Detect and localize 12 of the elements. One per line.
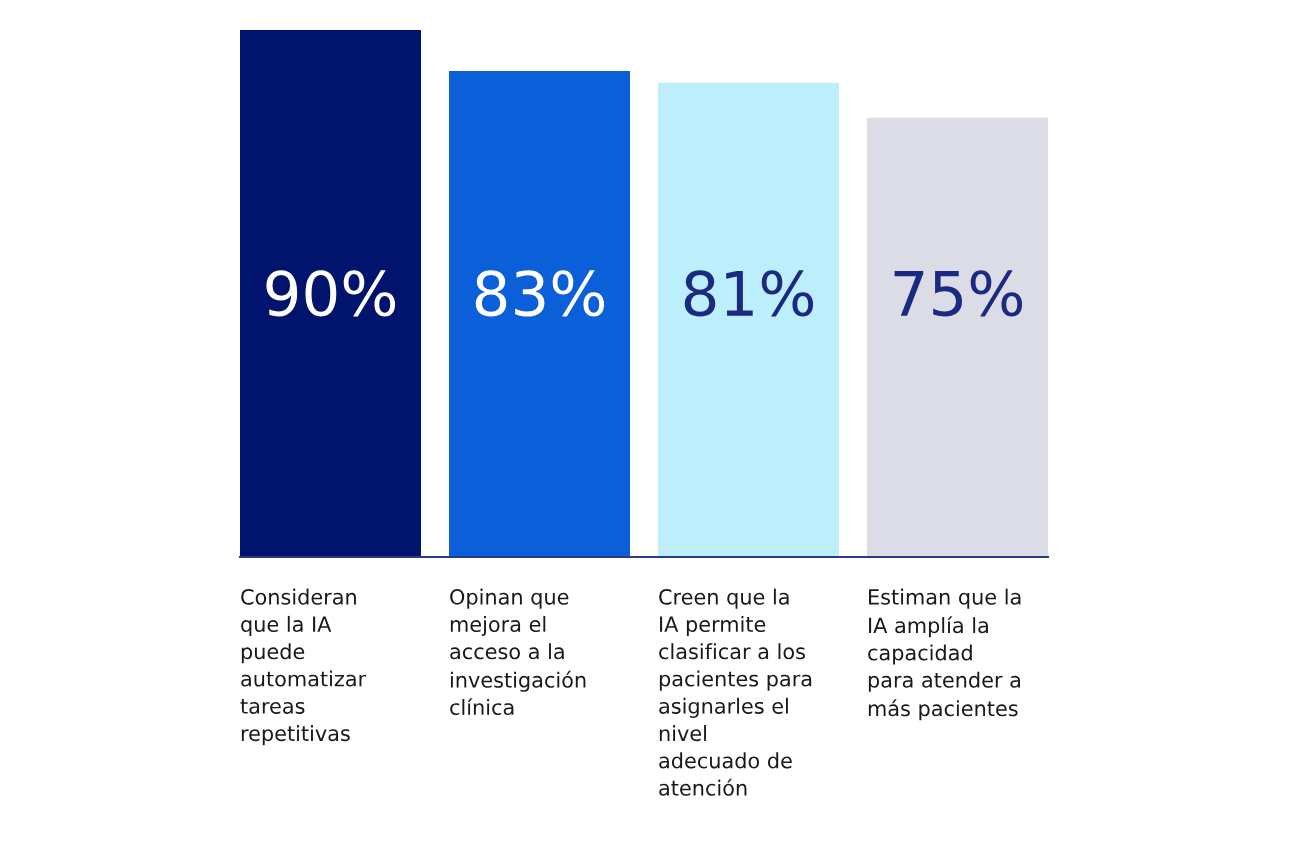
bar [240, 30, 421, 557]
bar [867, 117, 1048, 557]
x-tick-label: Consideran que la IA puede automatizar tareas repetitivas [240, 588, 367, 746]
x-tick-label: Creen que la IA permite clasificar a los pacientes para asignarles el nivel adecuado de atención [659, 588, 812, 796]
x-tick-label: Estiman que la IA amplía la capacidad para atender a más pacientes [868, 588, 1021, 721]
data-label: 90% [266, 270, 396, 317]
data-label: 83% [475, 270, 605, 317]
x-tick-label: Opinan que mejora el acceso a la investigación clínica [450, 588, 586, 716]
bar [658, 82, 839, 557]
bar [449, 70, 630, 557]
data-label: 75% [894, 270, 1023, 317]
data-label: 81% [684, 270, 814, 317]
